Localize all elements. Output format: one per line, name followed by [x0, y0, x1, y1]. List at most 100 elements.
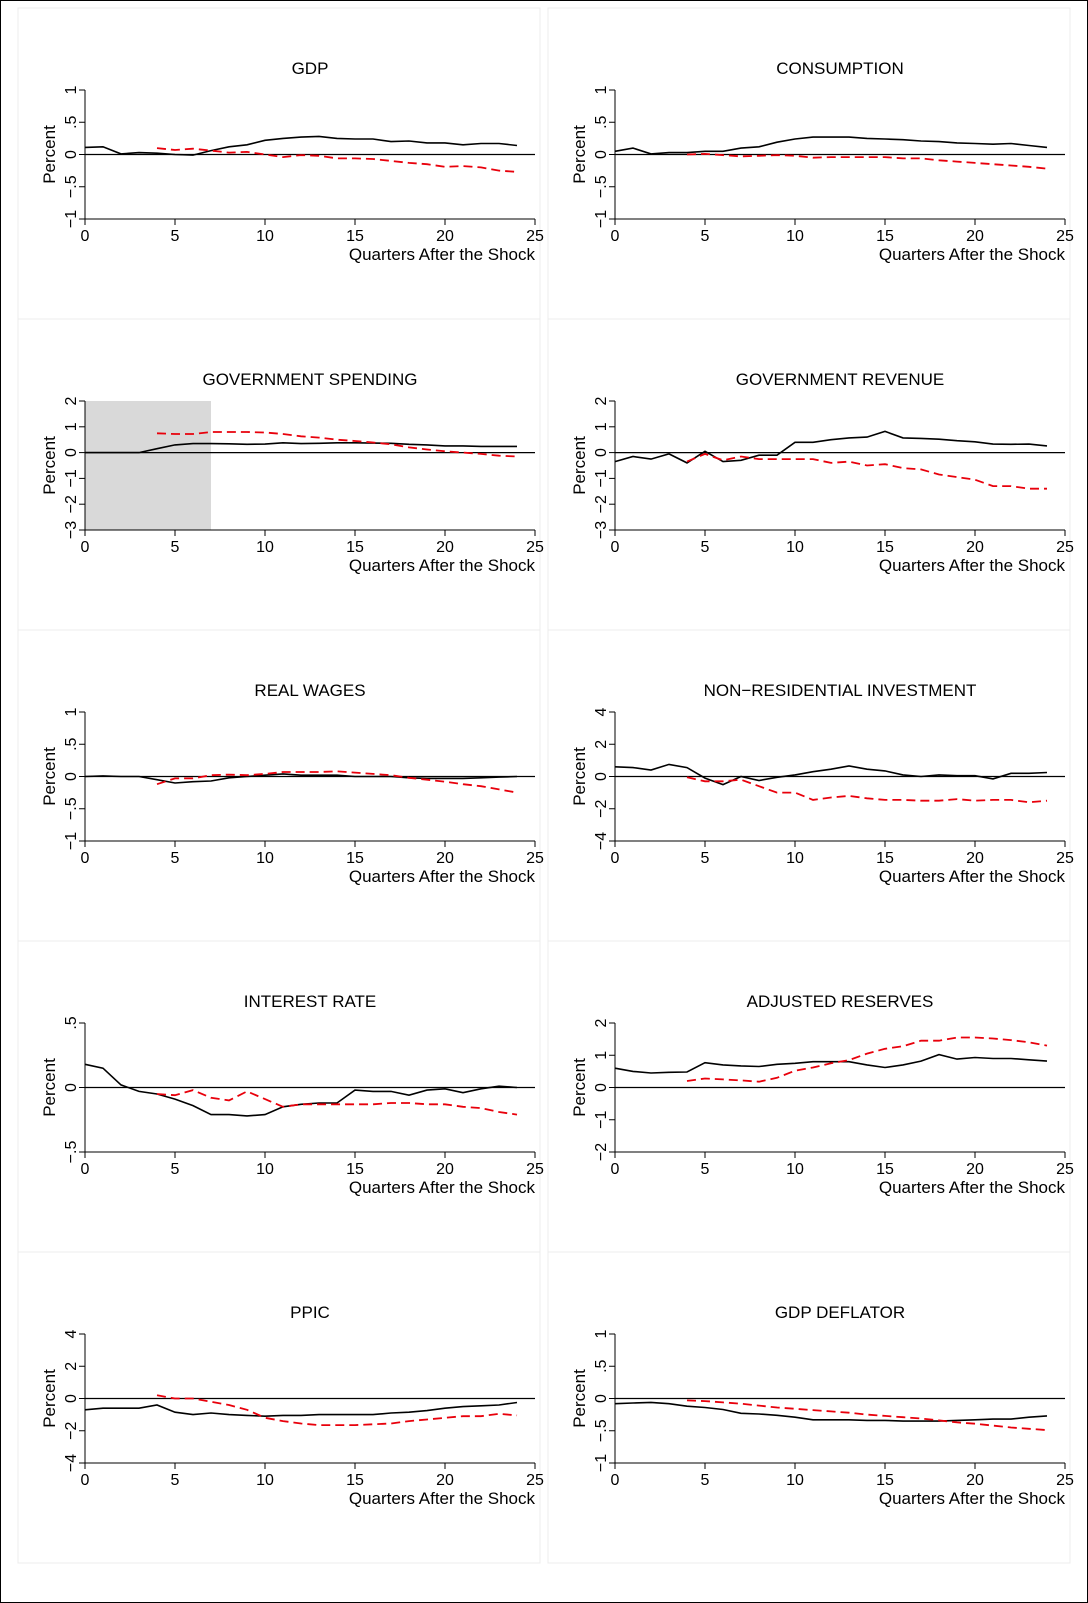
y-tick-label: −4 — [63, 1454, 80, 1472]
panel-title: REAL WAGES — [254, 681, 365, 700]
x-axis-label: Quarters After the Shock — [879, 1489, 1066, 1508]
x-tick-label: 25 — [1056, 228, 1074, 245]
panel-title: GDP — [292, 59, 329, 78]
x-tick-label: 20 — [436, 539, 454, 556]
panel-background — [17, 629, 541, 942]
x-tick-label: 15 — [346, 850, 364, 867]
x-tick-label: 0 — [611, 539, 620, 556]
y-tick-label: −2 — [593, 495, 610, 513]
y-tick-label: 1 — [593, 1051, 610, 1060]
series-line-solid — [614, 1053, 1048, 1074]
y-tick-label: 0 — [63, 150, 80, 159]
y-axis-label: Percent — [570, 1369, 589, 1428]
y-tick-label: −.5 — [63, 175, 80, 198]
panel-title: PPIC — [290, 1303, 330, 1322]
panel-title: INTEREST RATE — [244, 992, 377, 1011]
x-tick-label: 10 — [256, 539, 274, 556]
y-axis-label: Percent — [570, 436, 589, 495]
y-tick-label: 0 — [63, 448, 80, 457]
x-tick-label: 0 — [81, 850, 90, 867]
panel-5: NON−RESIDENTIAL INVESTMENT −4 −2 0 2 4 0 5 10 15 2… — [547, 629, 1074, 942]
x-tick-label: 20 — [966, 850, 984, 867]
y-tick-label: −.5 — [63, 797, 80, 820]
y-tick-label: 1 — [63, 707, 80, 716]
y-tick-label: 0 — [593, 1083, 610, 1092]
y-tick-label: −3 — [593, 521, 610, 539]
panel-title: NON−RESIDENTIAL INVESTMENT — [704, 681, 977, 700]
y-tick-label: 1 — [63, 422, 80, 431]
x-tick-label: 5 — [701, 228, 710, 245]
panel-title: GOVERNMENT REVENUE — [736, 370, 944, 389]
y-tick-label: −2 — [593, 800, 610, 818]
panel-background — [547, 318, 1071, 631]
x-tick-label: 5 — [701, 1472, 710, 1489]
series-line-solid — [84, 1401, 518, 1418]
y-tick-label: .5 — [63, 115, 80, 128]
y-tick-label: −.5 — [63, 1141, 80, 1164]
panel-background — [547, 940, 1071, 1253]
panel-background — [17, 7, 541, 320]
x-tick-label: 15 — [346, 1472, 364, 1489]
y-tick-label: −1 — [63, 210, 80, 228]
y-tick-label: −1 — [63, 832, 80, 850]
x-tick-label: 25 — [526, 228, 544, 245]
y-tick-label: 0 — [593, 448, 610, 457]
x-tick-label: 25 — [526, 850, 544, 867]
panel-background — [547, 1251, 1071, 1564]
panel-background — [17, 940, 541, 1253]
series-line-solid — [84, 135, 518, 156]
y-tick-label: −1 — [593, 210, 610, 228]
x-axis-label: Quarters After the Shock — [879, 867, 1066, 886]
x-tick-label: 5 — [701, 850, 710, 867]
x-tick-label: 0 — [611, 1161, 620, 1178]
y-tick-label: −3 — [63, 521, 80, 539]
series-line-dashed — [686, 1036, 1048, 1083]
x-tick-label: 15 — [876, 228, 894, 245]
y-tick-label: −1 — [593, 1454, 610, 1472]
y-tick-label: 1 — [593, 422, 610, 431]
x-tick-label: 5 — [171, 1161, 180, 1178]
y-tick-label: 2 — [593, 740, 610, 749]
y-tick-label: −1 — [593, 1111, 610, 1129]
x-tick-label: 15 — [876, 1161, 894, 1178]
x-tick-label: 0 — [611, 1472, 620, 1489]
series-line-dashed — [156, 1394, 518, 1426]
y-axis-label: Percent — [40, 1058, 59, 1117]
x-tick-label: 20 — [436, 1472, 454, 1489]
x-tick-label: 10 — [786, 228, 804, 245]
y-axis-label: Percent — [570, 1058, 589, 1117]
y-tick-label: −.5 — [593, 175, 610, 198]
y-tick-label: −1 — [63, 469, 80, 487]
x-tick-label: 0 — [611, 228, 620, 245]
x-tick-label: 20 — [436, 850, 454, 867]
y-tick-label: 2 — [593, 1018, 610, 1027]
x-tick-label: 25 — [526, 539, 544, 556]
y-tick-label: −2 — [63, 1422, 80, 1440]
x-tick-label: 5 — [171, 228, 180, 245]
series-line-solid — [614, 136, 1048, 155]
x-tick-label: 15 — [346, 228, 364, 245]
panel-9: GDP DEFLATOR−1−.50.510 5 10 15 20 25Quarters … — [547, 1251, 1074, 1564]
x-tick-label: 10 — [786, 850, 804, 867]
x-tick-label: 25 — [1056, 1472, 1074, 1489]
y-tick-label: 0 — [593, 772, 610, 781]
series-line-dashed — [686, 1399, 1048, 1431]
x-axis-label: Quarters After the Shock — [879, 1178, 1066, 1197]
x-tick-label: 0 — [81, 1161, 90, 1178]
panel-title: GOVERNMENT SPENDING — [202, 370, 417, 389]
series-line-dashed — [686, 152, 1048, 170]
x-tick-label: 20 — [966, 539, 984, 556]
y-axis-label: Percent — [40, 747, 59, 806]
y-axis-label: Percent — [40, 1369, 59, 1428]
x-tick-label: 20 — [966, 228, 984, 245]
series-line-solid — [614, 430, 1048, 464]
y-tick-label: .5 — [593, 1359, 610, 1372]
y-tick-label: 1 — [63, 85, 80, 94]
x-tick-label: 15 — [876, 850, 894, 867]
x-tick-label: 20 — [436, 228, 454, 245]
